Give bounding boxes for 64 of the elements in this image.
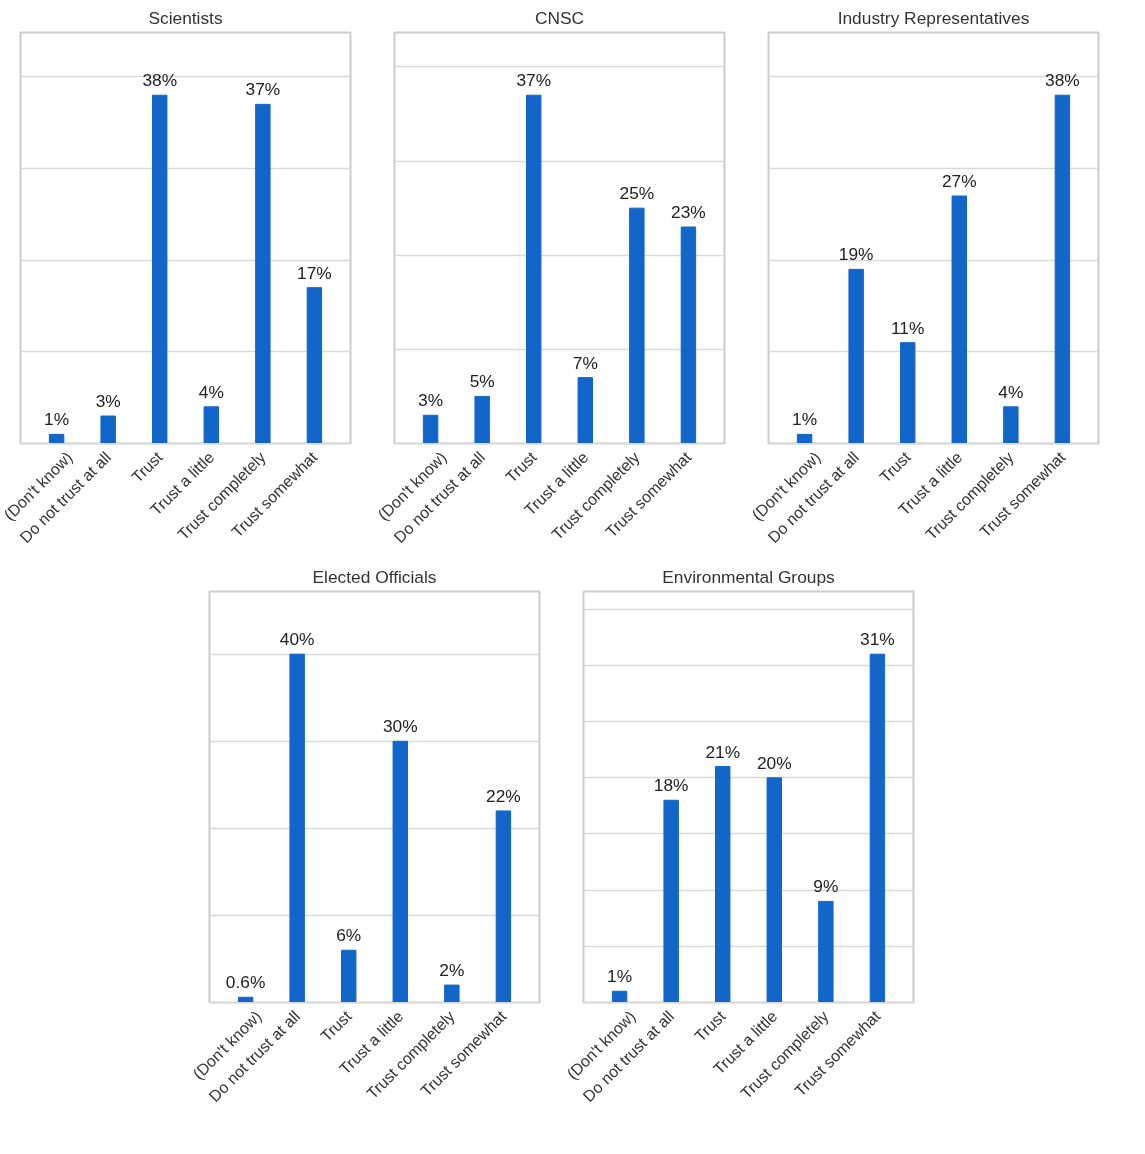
data-label: 37%: [516, 70, 552, 91]
bar: [848, 268, 864, 444]
bar: [715, 766, 731, 1003]
data-label: 9%: [813, 876, 839, 897]
data-label: 4%: [998, 381, 1024, 402]
data-label: 22%: [486, 786, 521, 806]
bar: [577, 377, 593, 444]
data-label: 6%: [336, 925, 362, 946]
data-label: 2%: [439, 960, 465, 981]
data-label: 20%: [756, 752, 792, 773]
data-label: 1%: [44, 409, 70, 430]
bar: [392, 740, 408, 1003]
bar: [1054, 94, 1071, 444]
data-label: 23%: [671, 202, 706, 223]
data-label: 3%: [418, 390, 444, 411]
data-label: 17%: [297, 262, 332, 283]
bar: [629, 207, 645, 444]
bar: [444, 984, 460, 1003]
bar: [255, 103, 271, 444]
bar: [100, 415, 116, 444]
bar: [1003, 406, 1019, 444]
data-label: 3%: [95, 391, 121, 412]
data-label: 25%: [619, 183, 655, 204]
data-label: 19%: [838, 244, 874, 265]
data-label: 5%: [469, 371, 495, 392]
bar: [306, 287, 323, 444]
data-label: 1%: [607, 966, 633, 987]
data-label: 40%: [279, 629, 315, 650]
data-label: 0.6%: [225, 972, 266, 993]
data-label: 4%: [198, 381, 224, 402]
chart-title: Elected Officials: [312, 566, 437, 587]
bar: [474, 395, 490, 444]
bar: [611, 990, 628, 1003]
bar: [869, 653, 886, 1003]
bar: [663, 799, 679, 1003]
chart-title: CNSC: [534, 7, 585, 28]
data-label: 7%: [572, 352, 598, 373]
data-label: 31%: [860, 629, 895, 650]
data-label: 1%: [792, 409, 818, 430]
bar: [951, 195, 967, 444]
chart-title: Industry Representatives: [837, 7, 1030, 28]
data-label: 27%: [941, 171, 977, 192]
data-label: 18%: [653, 775, 689, 796]
bar: [341, 949, 357, 1003]
data-label: 11%: [891, 317, 925, 338]
bar: [48, 433, 65, 444]
data-label: 30%: [382, 716, 418, 737]
bar: [526, 94, 542, 444]
bar: [289, 653, 305, 1003]
data-label: 38%: [1045, 70, 1080, 91]
bar: [900, 342, 916, 444]
bar: [203, 406, 219, 444]
data-label: 38%: [142, 70, 178, 91]
bar: [796, 433, 813, 444]
bar: [766, 777, 782, 1003]
bar: [152, 94, 168, 444]
data-label: 37%: [245, 79, 281, 100]
bar: [680, 226, 697, 444]
bar: [818, 900, 834, 1003]
bar: [422, 414, 439, 444]
chart-title: Environmental Groups: [662, 566, 836, 587]
data-label: 21%: [705, 741, 741, 762]
bar: [495, 810, 512, 1003]
chart-title: Scientists: [148, 7, 223, 28]
